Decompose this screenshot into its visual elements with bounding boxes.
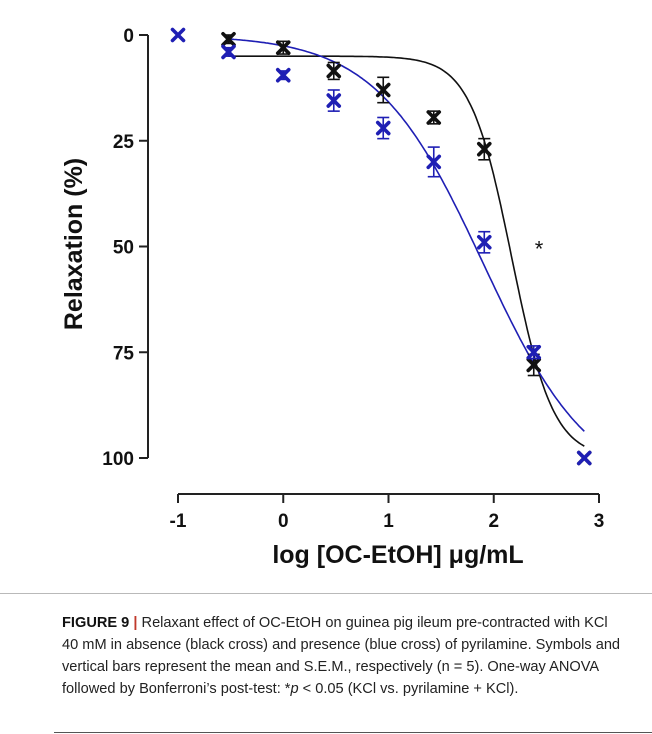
dose-response-chart: 0 25 50 75 100 -1 0 1 2 3 * log [OC-EtOH] μg/mL R… — [60, 26, 604, 569]
data-point-series-1 — [375, 76, 391, 104]
bottom-divider — [54, 732, 652, 733]
x-axis-title: log [OC-EtOH] μg/mL — [272, 541, 523, 569]
cross-marker-stroke — [275, 67, 291, 83]
cross-marker-stroke — [326, 63, 342, 79]
x-tick-label: -1 — [170, 511, 187, 532]
data-point-series-2 — [170, 27, 186, 43]
cross-marker-stroke — [221, 44, 236, 60]
fit-curves — [228, 38, 585, 447]
caption-text: Relaxant effect of OC-EtOH on guinea pig… — [62, 615, 621, 697]
data-point-series-2 — [326, 89, 342, 112]
y-tick-label: 75 — [113, 343, 135, 364]
data-point-series-2 — [375, 116, 391, 140]
figure-caption: FIGURE 9 | Relaxant effect of OC-EtOH on… — [62, 612, 627, 700]
fit-curve-2 — [228, 38, 585, 432]
x-tick-label: 3 — [594, 511, 605, 532]
cross-marker-stroke — [221, 31, 236, 47]
fit-curve-1 — [228, 55, 585, 447]
figure-label: FIGURE 9 — [62, 615, 130, 631]
cross-marker-stroke — [326, 93, 342, 108]
cross-marker-stroke — [375, 120, 391, 136]
caption-separator: | — [133, 615, 138, 631]
data-point-series-2 — [526, 344, 542, 360]
cross-marker-stroke — [476, 234, 492, 250]
cross-marker-stroke — [375, 82, 391, 98]
y-tick-label: 25 — [113, 132, 135, 153]
cross-marker-stroke — [426, 154, 442, 170]
data-point-series-2 — [426, 146, 442, 178]
cross-marker-stroke — [576, 450, 592, 466]
data-point-series-2 — [576, 450, 592, 466]
cross-marker-stroke — [426, 110, 442, 125]
x-tick-label: 1 — [383, 511, 394, 532]
y-tick-label: 100 — [102, 449, 134, 470]
annotations: * — [535, 237, 544, 262]
p-symbol: p — [290, 681, 299, 697]
data-point-series-1 — [426, 110, 442, 125]
x-tick-label: 2 — [488, 511, 499, 532]
data-point-series-1 — [221, 31, 236, 47]
y-tick-label: 50 — [113, 238, 134, 259]
y-axis-title: Relaxation (%) — [60, 158, 88, 330]
caption-text-end: < 0.05 (KCl vs. pyrilamine + KCl). — [298, 681, 519, 697]
cross-marker-stroke — [476, 141, 492, 157]
cross-marker-stroke — [526, 344, 542, 360]
cross-marker-stroke — [275, 40, 291, 55]
data-point-series-1 — [476, 137, 492, 161]
data-point-series-1 — [275, 40, 291, 55]
data-point-series-2 — [476, 230, 492, 254]
caption-divider — [0, 593, 652, 594]
cross-marker-stroke — [526, 357, 542, 373]
data-point-series-1 — [326, 61, 342, 81]
data-point-series-2 — [221, 44, 236, 60]
chart-axes: 0 25 50 75 100 -1 0 1 2 3 — [102, 26, 604, 532]
x-tick-label: 0 — [278, 511, 289, 532]
significance-asterisk: * — [535, 237, 544, 262]
data-points — [170, 27, 592, 466]
cross-marker-stroke — [170, 27, 186, 43]
data-point-series-2 — [275, 67, 291, 83]
y-tick-label: 0 — [123, 26, 134, 47]
